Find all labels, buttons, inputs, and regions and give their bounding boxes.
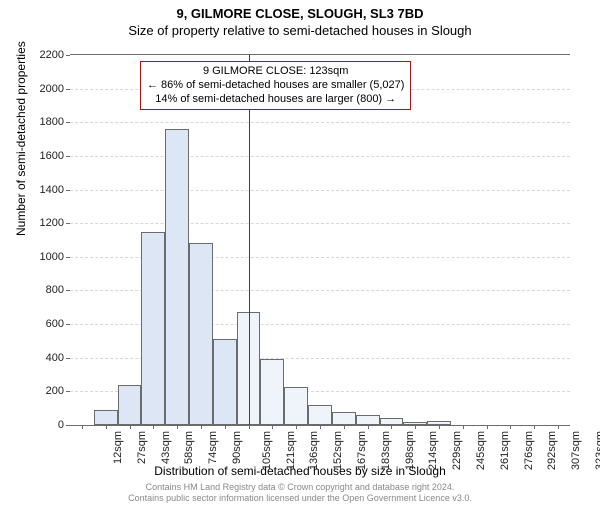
x-tick-mark [391, 425, 392, 429]
x-axis-label: Distribution of semi-detached houses by … [0, 464, 600, 478]
y-tick-label: 600 [46, 318, 64, 330]
annot-line3: 14% of semi-detached houses are larger (… [147, 93, 404, 107]
chart-title-sub: Size of property relative to semi-detach… [0, 23, 600, 38]
x-tick-mark [344, 425, 345, 429]
x-tick-label: 74sqm [207, 431, 219, 464]
annot-line1: 9 GILMORE CLOSE: 123sqm [147, 65, 404, 79]
chart-title-main: 9, GILMORE CLOSE, SLOUGH, SL3 7BD [0, 6, 600, 21]
y-tick-mark [66, 156, 70, 157]
footer-attribution: Contains HM Land Registry data © Crown c… [0, 482, 600, 504]
y-tick-mark [66, 257, 70, 258]
x-tick-mark [534, 425, 535, 429]
x-tick-mark [177, 425, 178, 429]
y-tick-mark [66, 190, 70, 191]
annotation-box: 9 GILMORE CLOSE: 123sqm← 86% of semi-det… [140, 61, 411, 110]
x-tick-mark [130, 425, 131, 429]
histogram-bar [332, 412, 356, 425]
footer-line1: Contains HM Land Registry data © Crown c… [0, 482, 600, 493]
y-tick-label: 2200 [40, 49, 64, 61]
histogram-bar [356, 415, 380, 425]
y-tick-label: 200 [46, 385, 64, 397]
y-tick-label: 0 [58, 419, 64, 431]
x-tick-mark [320, 425, 321, 429]
y-tick-label: 800 [46, 284, 64, 296]
histogram-bar [141, 232, 165, 425]
histogram-bar [189, 243, 213, 425]
marker-line [249, 55, 250, 425]
y-tick-label: 1600 [40, 150, 64, 162]
y-tick-mark [66, 425, 70, 426]
y-tick-mark [66, 391, 70, 392]
x-tick-mark [415, 425, 416, 429]
annot-line2: ← 86% of semi-detached houses are smalle… [147, 79, 404, 93]
x-tick-label: 27sqm [136, 431, 148, 464]
x-tick-mark [296, 425, 297, 429]
x-tick-mark [439, 425, 440, 429]
gridline [70, 122, 570, 123]
x-tick-mark [201, 425, 202, 429]
x-tick-mark [368, 425, 369, 429]
histogram-bar [260, 359, 284, 425]
histogram-bar [308, 405, 332, 425]
y-axis-label: Number of semi-detached properties [14, 41, 28, 236]
x-tick-mark [463, 425, 464, 429]
histogram-bar [94, 410, 118, 425]
x-tick-mark [82, 425, 83, 429]
gridline [70, 223, 570, 224]
y-tick-label: 2000 [40, 83, 64, 95]
histogram-bar [213, 339, 237, 425]
histogram-bar [380, 418, 404, 425]
y-tick-mark [66, 290, 70, 291]
x-tick-mark [225, 425, 226, 429]
histogram-bar [118, 385, 142, 425]
x-tick-mark [106, 425, 107, 429]
gridline [70, 156, 570, 157]
y-tick-label: 1400 [40, 184, 64, 196]
x-tick-mark [558, 425, 559, 429]
footer-line2: Contains public sector information licen… [0, 493, 600, 504]
x-tick-label: 43sqm [160, 431, 172, 464]
plot-region: 0200400600800100012001400160018002000220… [70, 54, 570, 426]
histogram-bar [284, 387, 308, 425]
y-tick-mark [66, 324, 70, 325]
chart-area: 0200400600800100012001400160018002000220… [70, 54, 570, 424]
x-tick-mark [249, 425, 250, 429]
x-tick-mark [487, 425, 488, 429]
gridline [70, 190, 570, 191]
y-tick-label: 1000 [40, 251, 64, 263]
x-tick-label: 12sqm [112, 431, 124, 464]
y-tick-mark [66, 89, 70, 90]
y-tick-mark [66, 122, 70, 123]
y-tick-mark [66, 358, 70, 359]
y-tick-label: 1800 [40, 116, 64, 128]
y-tick-label: 400 [46, 352, 64, 364]
x-tick-label: 90sqm [231, 431, 243, 464]
y-tick-mark [66, 223, 70, 224]
histogram-bar [165, 129, 189, 425]
x-tick-mark [153, 425, 154, 429]
x-tick-mark [272, 425, 273, 429]
y-tick-mark [66, 55, 70, 56]
y-tick-label: 1200 [40, 217, 64, 229]
x-tick-mark [510, 425, 511, 429]
x-tick-label: 58sqm [183, 431, 195, 464]
